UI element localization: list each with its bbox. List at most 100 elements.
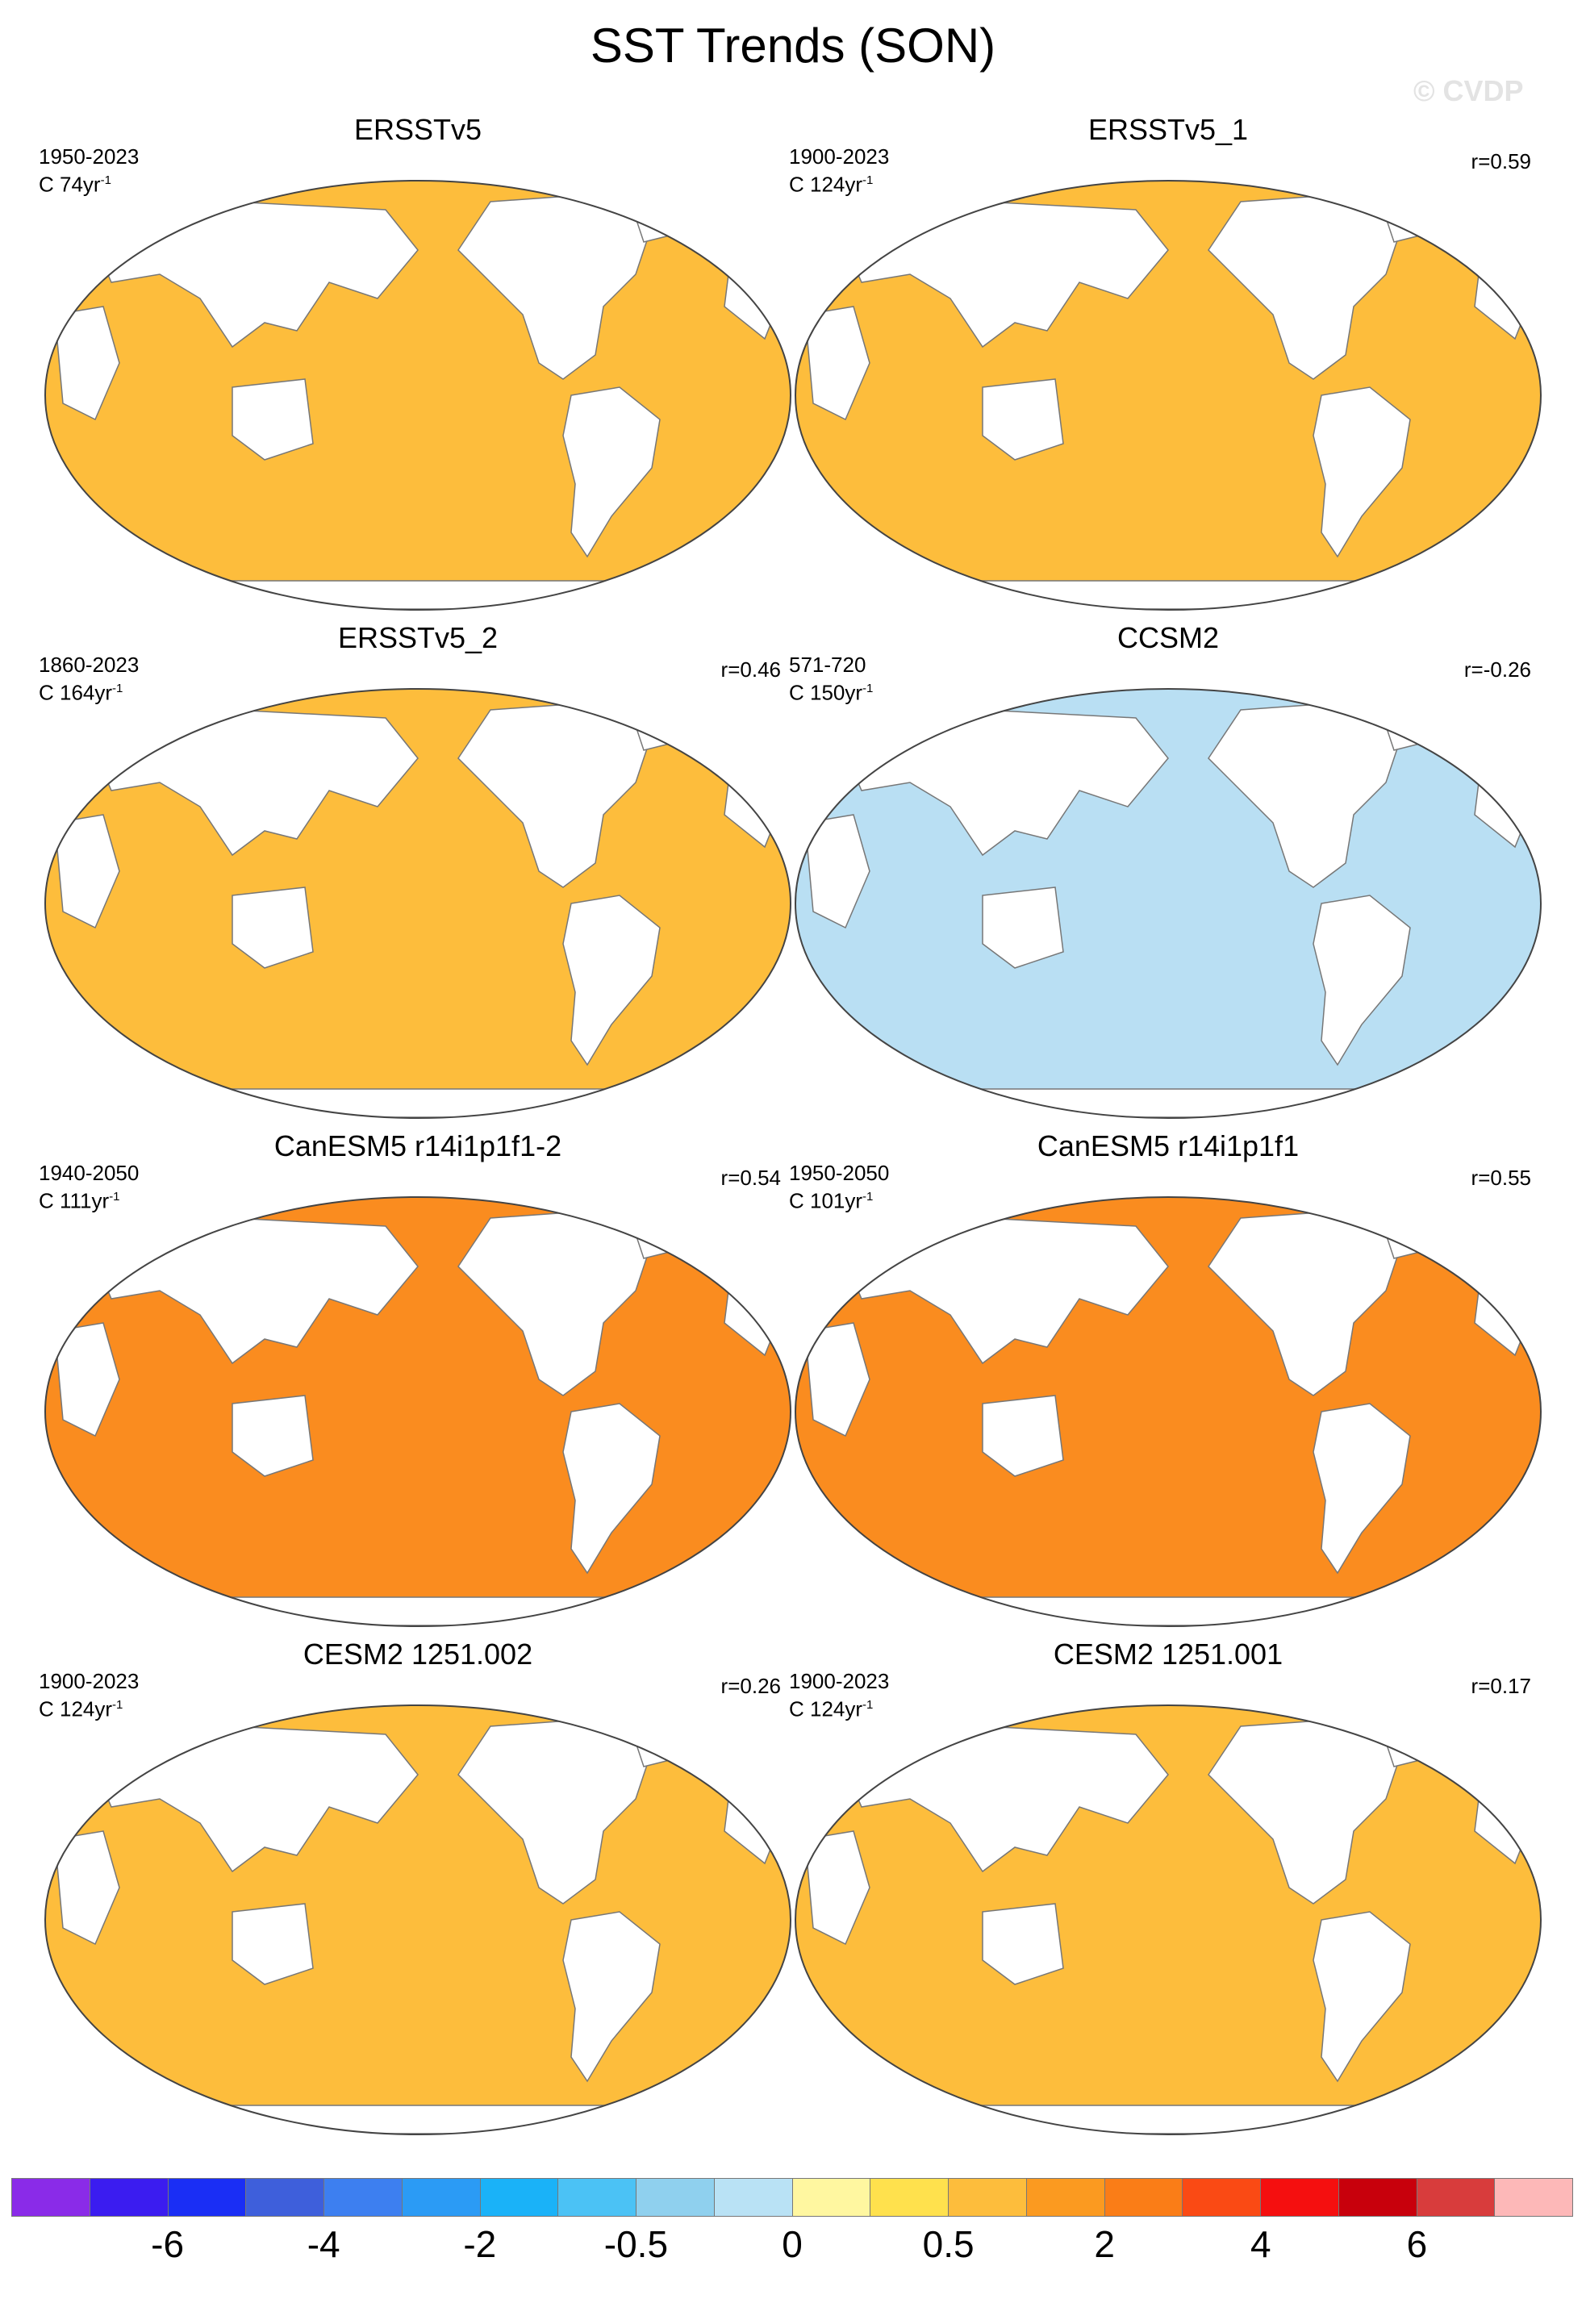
- panel-correlation: r=0.26: [720, 1674, 781, 1698]
- panel-info: 1860-2023 C 164yr-1: [39, 653, 139, 705]
- panel-correlation: r=0.55: [1471, 1166, 1531, 1190]
- continent: [159, 1596, 677, 1626]
- map-outline: [795, 180, 1542, 611]
- ocean-shading: [795, 181, 1541, 610]
- colorbar-swatch: [792, 2179, 871, 2216]
- panel-units: C 74yr-1: [39, 172, 111, 197]
- colorbar-swatch: [949, 2179, 1027, 2216]
- panel-info: 1950-2023 C 74yr-1: [39, 145, 139, 197]
- continent: [909, 1596, 1427, 1626]
- world-map: [795, 688, 1542, 1119]
- colorbar-labels: -6 -4 -2 -0.5 0 0.5 2 4 6: [11, 2222, 1573, 2271]
- panel-years: 1950-2050: [789, 1161, 890, 1185]
- continent: [804, 1322, 870, 1437]
- panel-title: CanESM5 r14i1p1f1: [1037, 1129, 1300, 1162]
- ocean-shading: [45, 181, 791, 610]
- panel-info: 1900-2023 C 124yr-1: [789, 145, 889, 197]
- panel-title: ERSSTv5_2: [337, 621, 499, 654]
- colorbar-swatch: [636, 2179, 715, 2216]
- ocean-shading: [795, 1197, 1541, 1626]
- map-panel: CCSM2 571-720 C 150yr-1 r=-0.26: [789, 621, 1547, 1121]
- continent: [982, 887, 1064, 969]
- colorbar-tick-label: 0: [782, 2223, 803, 2265]
- colorbar-swatch: [324, 2179, 403, 2216]
- panel-title: CanESM5 r14i1p1f1-2: [273, 1129, 562, 1162]
- panel-correlation: r=0.59: [1471, 149, 1531, 173]
- continent: [86, 1217, 419, 1365]
- colorbar-swatch: [1495, 2179, 1572, 2216]
- world-map: [795, 1196, 1542, 1627]
- continent: [1313, 1403, 1411, 1575]
- world-map: [795, 180, 1542, 611]
- panel-years: 1900-2023: [789, 144, 890, 169]
- panel-units: C 111yr-1: [39, 1188, 120, 1213]
- panel-info: 1900-2023 C 124yr-1: [789, 1670, 889, 1721]
- continent: [232, 1903, 314, 1985]
- world-map: [44, 688, 791, 1119]
- colorbar-swatch: [1183, 2179, 1261, 2216]
- panel-title: CESM2 1251.001: [1053, 1638, 1283, 1671]
- colorbar-tick-label: -6: [151, 2223, 185, 2265]
- continent: [86, 201, 419, 348]
- continent: [562, 1403, 661, 1575]
- panel-info: 1940-2050 C 111yr-1: [39, 1162, 139, 1213]
- cvdp-watermark: © CVDP: [1413, 74, 1524, 107]
- continent: [232, 887, 314, 969]
- continent: [909, 2105, 1427, 2134]
- map-panel: ERSSTv5 1950-2023 C 74yr-1: [39, 113, 797, 613]
- map-panel: CESM2 1251.002 1900-2023 C 124yr-1 r=0.2…: [39, 1638, 797, 2138]
- panel-correlation: r=-0.26: [1463, 657, 1531, 682]
- continent: [54, 1322, 120, 1437]
- map-panel: CanESM5 r14i1p1f1-2 1940-2050 C 111yr-1 …: [39, 1129, 797, 1629]
- continent: [54, 306, 120, 421]
- colorbar-tick-label: 2: [1094, 2223, 1115, 2265]
- map-outline: [44, 180, 791, 611]
- figure-title: SST Trends (SON): [590, 19, 996, 73]
- ocean-shading: [45, 689, 791, 1118]
- map-outline: [44, 688, 791, 1119]
- continent: [54, 814, 120, 929]
- panel-years: 571-720: [789, 653, 866, 677]
- continent: [562, 895, 661, 1066]
- colorbar-swatch: [1026, 2179, 1105, 2216]
- colorbar-tick-label: 6: [1406, 2223, 1428, 2265]
- map-outline: [795, 688, 1542, 1119]
- colorbar-tick-label: 4: [1250, 2223, 1271, 2265]
- continent: [232, 1395, 314, 1477]
- panel-title: CCSM2: [1116, 621, 1220, 654]
- continent: [159, 2105, 677, 2134]
- map-outline: [795, 1704, 1542, 2135]
- panel-years: 1900-2023: [789, 1669, 890, 1693]
- world-map: [44, 1704, 791, 2135]
- world-map: [795, 1704, 1542, 2135]
- panel-units: C 124yr-1: [789, 172, 874, 197]
- continent: [836, 1725, 1169, 1873]
- colorbar-tick-label: -4: [307, 2223, 340, 2265]
- map-outline: [44, 1196, 791, 1627]
- panel-info: 1950-2050 C 101yr-1: [789, 1162, 889, 1213]
- map-outline: [795, 1196, 1542, 1627]
- colorbar-swatch: [870, 2179, 949, 2216]
- continent: [232, 378, 314, 461]
- continent: [86, 1725, 419, 1873]
- panel-years: 1950-2023: [39, 144, 140, 169]
- colorbar-swatch: [1261, 2179, 1339, 2216]
- continent: [982, 1395, 1064, 1477]
- continent: [159, 1088, 677, 1118]
- continent: [909, 580, 1427, 610]
- continent: [804, 1830, 870, 1946]
- ocean-shading: [45, 1705, 791, 2134]
- ocean-shading: [45, 1197, 791, 1626]
- continent: [562, 1911, 661, 2083]
- panel-units: C 101yr-1: [789, 1188, 874, 1213]
- panel-correlation: r=0.54: [720, 1166, 781, 1190]
- panel-units: C 150yr-1: [789, 680, 874, 705]
- world-map: [44, 1196, 791, 1627]
- continent: [1313, 1911, 1411, 2083]
- continent: [982, 1903, 1064, 1985]
- panel-info: 1900-2023 C 124yr-1: [39, 1670, 139, 1721]
- colorbar-swatch: [1104, 2179, 1183, 2216]
- map-panel: ERSSTv5_2 1860-2023 C 164yr-1 r=0.46: [39, 621, 797, 1121]
- colorbar: [11, 2178, 1573, 2217]
- panel-correlation: r=0.17: [1471, 1674, 1531, 1698]
